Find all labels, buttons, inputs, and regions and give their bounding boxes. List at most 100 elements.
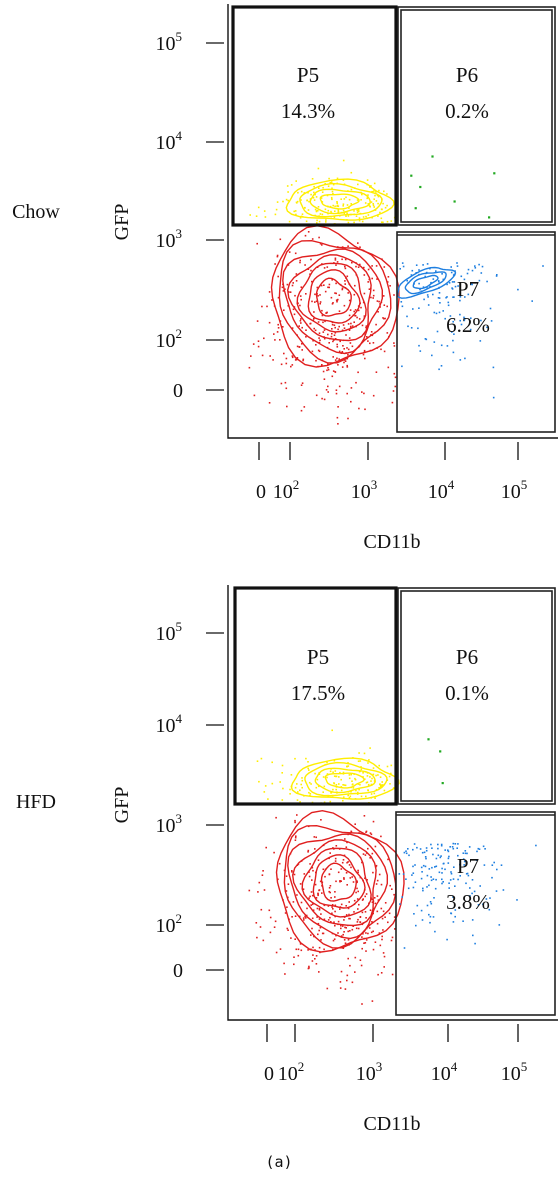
p5-event-dot (281, 772, 283, 774)
main-event-dot (302, 917, 305, 919)
main-event-dot (339, 880, 341, 883)
p7-event-dot (459, 319, 461, 322)
p7-event-dot (470, 283, 472, 285)
p5-event-dot (320, 197, 323, 199)
p5-event-dot (352, 783, 354, 785)
main-event-dot (293, 956, 295, 958)
y-axis-label: GFP (111, 204, 133, 241)
main-event-dot (308, 967, 310, 969)
y-axis-label: GFP (111, 787, 133, 824)
p5-event-dot (352, 787, 355, 789)
main-event-dot (381, 938, 383, 941)
x-tick-label: 105 (501, 477, 528, 503)
main-event-dot (327, 391, 329, 393)
main-event-dot (348, 299, 351, 302)
main-event-dot (284, 912, 287, 914)
p5-event-dot (294, 757, 296, 760)
main-event-dot (331, 904, 334, 906)
main-event-dot (339, 340, 341, 343)
p5-event-dot (290, 184, 293, 186)
p7-event-dot (416, 904, 419, 907)
main-event-dot (382, 317, 384, 319)
p5-event-dot (350, 791, 352, 793)
main-event-dot (337, 298, 339, 301)
p5-event-dot (307, 761, 309, 763)
main-event-dot (346, 841, 348, 844)
p5-event-dot (255, 215, 258, 217)
main-event-dot (294, 821, 296, 824)
main-event-dot (273, 851, 275, 854)
p5-event-dot (332, 183, 335, 186)
p5-event-dot (370, 793, 373, 795)
p5-event-dot (338, 776, 340, 778)
p7-event-dot (412, 886, 415, 889)
main-event-dot (374, 941, 377, 943)
p5-event-dot (382, 221, 384, 224)
main-event-dot (348, 864, 351, 866)
p5-event-dot (342, 203, 345, 205)
p5-contour (290, 757, 400, 800)
main-event-dot (380, 348, 382, 351)
p5-event-dot (346, 765, 348, 768)
p7-event-dot (516, 899, 518, 901)
main-event-dot (309, 273, 311, 275)
p5-event-dot (378, 189, 380, 192)
p7-event-dot (469, 887, 471, 889)
p5-event-dot (362, 772, 364, 774)
p5-event-dot (390, 764, 393, 767)
p7-event-dot (456, 262, 458, 264)
main-event-dot (315, 836, 317, 839)
main-event-dot (289, 291, 292, 293)
p7-event-dot (433, 311, 436, 314)
p7-event-dot (435, 857, 438, 860)
main-event-dot (359, 959, 362, 961)
main-event-dot (279, 238, 282, 241)
main-event-dot (357, 309, 360, 312)
p6-event-dot (453, 200, 456, 203)
p5-event-dot (333, 216, 336, 219)
main-event-dot (269, 355, 271, 357)
p7-event-dot (452, 896, 454, 898)
main-event-dot (253, 394, 256, 397)
p7-event-dot (403, 947, 406, 949)
main-event-dot (350, 322, 352, 325)
p5-event-dot (377, 202, 379, 205)
p5-event-dot (343, 212, 346, 215)
gate-p5 (231, 5, 398, 227)
main-event-dot (330, 897, 332, 899)
main-event-dot (376, 879, 379, 882)
main-event-dot (340, 927, 342, 930)
main-event-dot (391, 973, 394, 976)
main-event-dot (319, 339, 321, 342)
p7-event-dot (447, 862, 450, 864)
main-event-dot (256, 242, 258, 245)
main-event-dot (353, 911, 355, 913)
main-event-dot (252, 343, 255, 345)
p7-event-dot (471, 283, 473, 286)
main-contour (296, 262, 367, 333)
p7-event-dot (465, 873, 468, 875)
main-event-dot (343, 931, 345, 933)
main-event-dot (320, 819, 322, 821)
p5-event-dot (263, 791, 266, 793)
main-event-dot (341, 258, 343, 261)
p7-event-dot (474, 942, 476, 945)
p5-event-dot (342, 771, 345, 774)
main-event-dot (384, 902, 387, 904)
p5-event-dot (356, 199, 359, 201)
main-event-dot (321, 397, 323, 400)
p7-event-dot (452, 878, 455, 880)
main-event-dot (350, 325, 352, 328)
main-event-dot (355, 381, 357, 384)
p5-event-dot (358, 752, 360, 754)
main-event-dot (319, 302, 321, 305)
p5-event-dot (333, 775, 336, 777)
p7-event-dot (489, 307, 492, 310)
panel-chow: P5 14.3% P6 0.2% P7 6.2% 0 102 103 104 105 0 102 103 1… (12, 4, 558, 553)
main-event-dot (347, 930, 349, 933)
p5-event-dot (347, 215, 350, 217)
main-event-dot (382, 910, 385, 913)
main-event-dot (387, 276, 390, 278)
main-event-dot (366, 336, 368, 338)
main-event-dot (332, 939, 335, 942)
